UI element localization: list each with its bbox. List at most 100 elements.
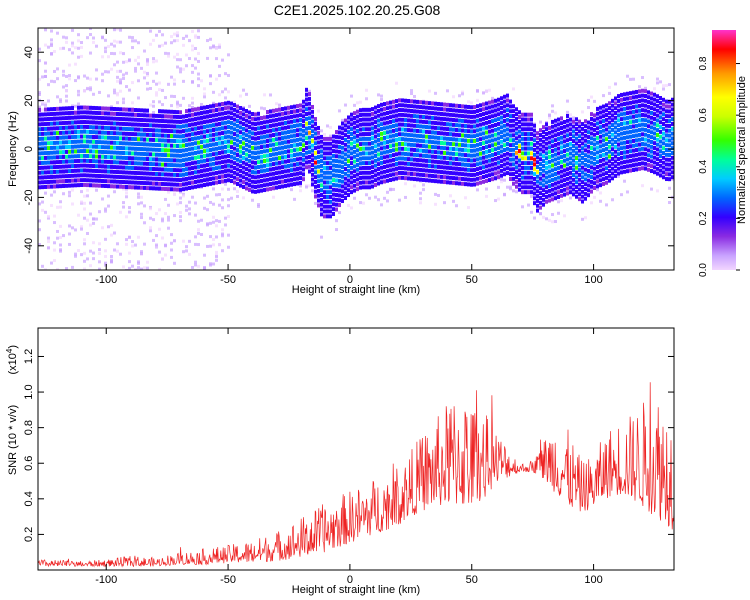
heatmap-cell [155,59,158,63]
heatmap-cell [56,155,59,160]
heatmap-cell [650,96,653,101]
heatmap-cell [575,146,578,151]
heatmap-cell [608,135,611,140]
heatmap-cell [170,163,173,168]
heatmap-cell [464,172,467,177]
heatmap-cell [269,167,272,172]
heatmap-cell [134,268,137,270]
heatmap-cell [140,267,143,270]
heatmap-cell [374,153,377,158]
heatmap-cell [437,126,440,131]
heatmap-cell [560,145,563,150]
heatmap-cell [77,125,80,130]
heatmap-cell [53,145,56,150]
heatmap-cell [659,139,662,144]
heatmap-cell [101,154,104,159]
heatmap-cell [515,131,518,136]
heatmap-cell [443,117,446,122]
heatmap-cell [113,140,116,145]
heatmap-cell [500,144,503,149]
heatmap-cell [140,137,143,142]
heatmap-cell [203,178,206,183]
heatmap-cell [107,116,110,121]
heatmap-cell [38,156,41,161]
heatmap-cell [92,40,95,44]
heatmap-cell [398,137,401,142]
heatmap-cell [170,104,173,108]
heatmap-cell [302,114,305,119]
heatmap-cell [218,193,221,197]
heatmap-cell [581,141,584,146]
heatmap-cell [302,152,305,157]
heatmap-cell [401,122,404,127]
heatmap-cell [494,166,497,171]
heatmap-cell [629,134,632,139]
heatmap-cell [290,177,293,182]
heatmap-cell [80,200,83,204]
heatmap-cell [398,146,401,151]
heatmap-cell [230,178,233,183]
heatmap-cell [503,118,506,123]
heatmap-cell [212,137,215,142]
heatmap-cell [119,51,122,55]
heatmap-cell [548,193,551,198]
heatmap-cell [110,255,113,259]
heatmap-cell [374,124,377,129]
heatmap-cell [599,120,602,125]
heatmap-cell [236,194,239,198]
heatmap-cell [521,190,524,195]
heatmap-cell [260,174,263,179]
heatmap-cell [44,136,47,141]
heatmap-cell [371,126,374,131]
heatmap-cell [341,118,344,122]
heatmap-cell [590,150,593,155]
heatmap-cell [254,136,257,141]
heatmap-cell [230,125,233,130]
heatmap-cell [80,163,83,168]
heatmap-cell [470,129,473,134]
heatmap-cell [557,200,560,204]
heatmap-cell [281,145,284,150]
heatmap-cell [389,178,392,183]
heatmap-cell [101,135,104,140]
heatmap-cell [584,167,587,172]
heatmap-cell [134,112,137,117]
heatmap-cell [383,121,386,126]
heatmap-cell [263,168,266,173]
heatmap-cell [371,184,374,189]
heatmap-cell [185,157,188,162]
heatmap-cell [224,144,227,149]
heatmap-cell [263,129,266,134]
heatmap-cell [98,260,101,264]
heatmap-cell [296,108,299,113]
heatmap-cell [137,137,140,142]
heatmap-cell [284,179,287,184]
heatmap-cell [422,173,425,178]
heatmap-cell [401,112,404,117]
heatmap-cell [80,144,83,149]
heatmap-cell [173,32,176,36]
heatmap-cell [188,104,191,108]
heatmap-cell [320,154,323,159]
heatmap-cell [455,171,458,176]
heatmap-cell [257,204,260,208]
heatmap-cell [404,176,407,181]
heatmap-cell [83,147,86,151]
heatmap-cell [194,57,197,61]
heatmap-cell [623,131,626,136]
heatmap-cell [374,183,377,188]
heatmap-cell [191,107,194,112]
heatmap-cell [527,161,530,166]
heatmap-cell [257,189,260,194]
heatmap-cell [131,146,134,151]
heatmap-cell [605,156,608,161]
heatmap-cell [158,175,161,179]
heatmap-cell [155,91,158,95]
heatmap-cell [53,214,56,218]
heatmap-cell [635,152,638,157]
heatmap-cell [380,146,383,151]
heatmap-cell [122,184,125,189]
heatmap-cell [188,185,191,190]
heatmap-cell [455,123,458,128]
heatmap-cell [395,81,398,85]
